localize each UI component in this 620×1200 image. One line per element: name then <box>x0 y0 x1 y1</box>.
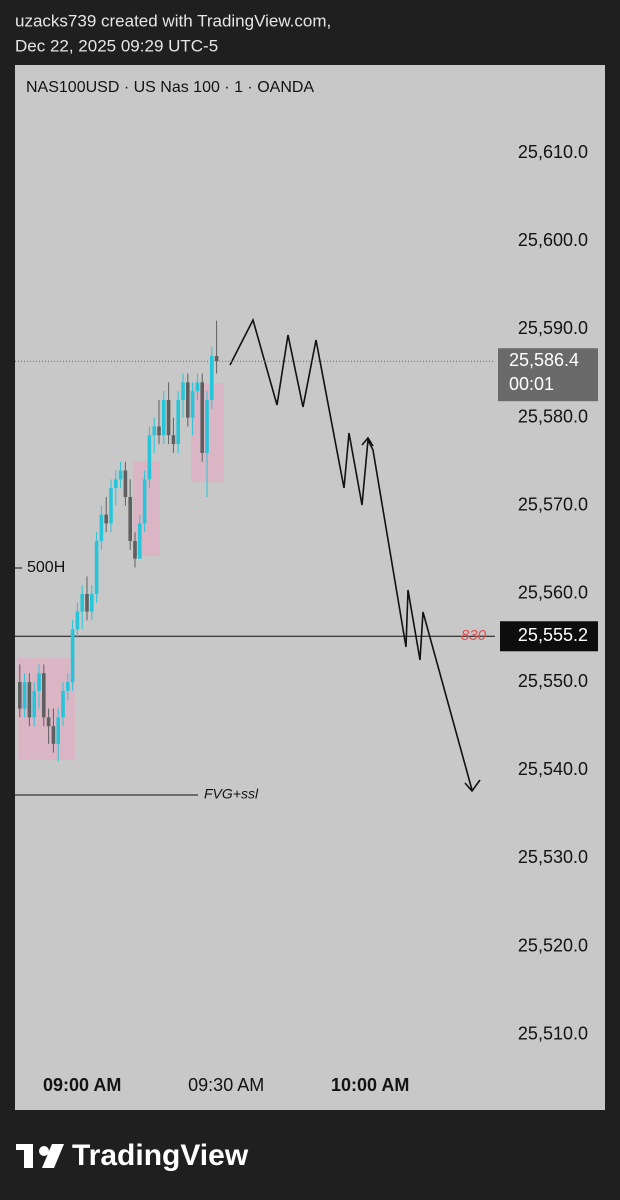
candle-body <box>118 470 123 480</box>
candle-body <box>181 382 185 400</box>
candle-body <box>142 479 147 524</box>
candle-body <box>214 355 219 362</box>
candle-body <box>109 488 113 524</box>
candle-body <box>66 682 70 691</box>
y-tick-label: 25,520.0 <box>518 935 588 955</box>
candle-body <box>195 382 200 392</box>
candle-body <box>46 717 51 727</box>
x-tick-label: 09:30 AM <box>188 1075 264 1095</box>
candle-body <box>80 593 84 612</box>
y-tick-label: 25,590.0 <box>518 318 588 338</box>
arrow-head <box>361 436 374 447</box>
y-tick-label: 25,510.0 <box>518 1023 588 1043</box>
candle-body <box>18 682 22 709</box>
arrow-head <box>464 779 481 793</box>
y-tick-label: 25,540.0 <box>518 759 588 779</box>
y-tick-label: 25,530.0 <box>518 847 588 867</box>
chart-panel <box>15 65 605 1110</box>
candle-body <box>114 479 118 489</box>
author-line: uzacks739 created with TradingView.com, <box>15 11 331 30</box>
date-line: Dec 22, 2025 09:29 UTC-5 <box>15 36 218 55</box>
candle-body <box>42 673 46 718</box>
candle-body <box>61 690 65 718</box>
x-tick-label: 09:00 AM <box>43 1075 121 1095</box>
annotation: FVG+ssl <box>204 786 259 802</box>
y-tick-label: 25,600.0 <box>518 230 588 250</box>
candle-body <box>200 382 204 453</box>
candle-body <box>138 523 142 559</box>
candle-body <box>104 514 108 524</box>
last-price-label: 25,586.4 <box>509 350 579 370</box>
candle-body <box>22 682 27 709</box>
x-tick-label: 10:00 AM <box>331 1075 409 1095</box>
candle-body <box>27 682 32 718</box>
candle-body <box>157 426 161 436</box>
candle-body <box>94 541 99 594</box>
candle-body <box>176 400 180 445</box>
candle-body <box>152 426 156 436</box>
candle-body <box>166 400 171 436</box>
candle-body <box>128 496 132 542</box>
brand-name: TradingView <box>72 1139 249 1172</box>
candle-body <box>162 400 166 436</box>
price-line-label: 25,555.2 <box>518 625 588 645</box>
candle-body <box>75 611 80 630</box>
y-tick-label: 25,570.0 <box>518 495 588 515</box>
price-line-note: 830 <box>461 627 487 644</box>
zone <box>18 658 75 760</box>
candle-body <box>51 726 56 744</box>
y-tick-label: 25,550.0 <box>518 671 588 691</box>
candle-body <box>99 514 104 542</box>
candle-body <box>205 400 209 453</box>
candle-body <box>210 355 214 400</box>
candle-body <box>56 717 60 744</box>
y-tick-label: 25,580.0 <box>518 406 588 426</box>
y-tick-label: 25,610.0 <box>518 142 588 162</box>
y-tick-label: 25,560.0 <box>518 583 588 603</box>
price-line-tag <box>500 621 598 652</box>
candle-body <box>85 593 89 612</box>
symbol-title: NAS100USD · US Nas 100 · 1 · OANDA <box>26 79 314 96</box>
annotation: 500H <box>27 559 65 576</box>
candle-body <box>171 435 176 445</box>
candle-body <box>37 673 41 691</box>
candle-body <box>186 382 190 418</box>
candle-body <box>90 593 94 612</box>
projection-path <box>229 317 473 791</box>
countdown: 00:01 <box>509 374 554 394</box>
candle-body <box>133 541 137 559</box>
candle-body <box>190 391 195 418</box>
candle-body <box>32 690 36 718</box>
zone <box>133 461 160 556</box>
last-price-tag <box>498 348 598 402</box>
candle-body <box>147 435 152 480</box>
brand-logo <box>16 1144 64 1168</box>
candle-body <box>123 470 128 497</box>
candle-body <box>70 629 75 683</box>
